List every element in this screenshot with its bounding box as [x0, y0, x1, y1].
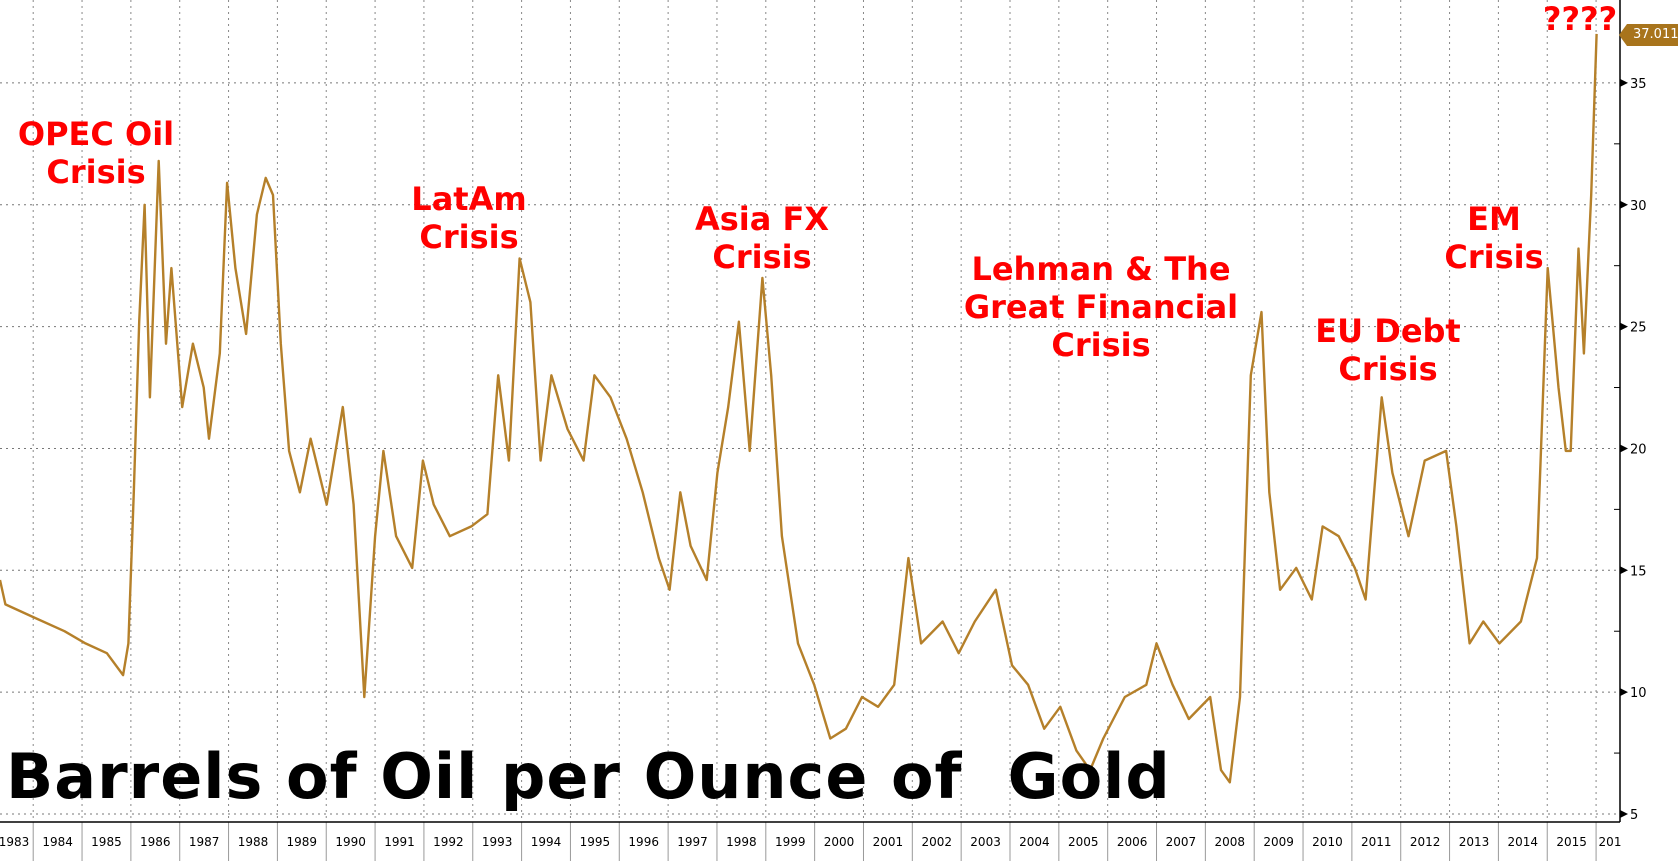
x-tick-label: 2002: [921, 835, 952, 849]
y-tick-label: 25: [1630, 321, 1647, 336]
x-tick-label: 1986: [140, 835, 171, 849]
annotation-line: Crisis: [46, 153, 146, 191]
annotation-line: Lehman & The: [971, 250, 1231, 288]
x-tick-label: 2015: [1556, 835, 1587, 849]
x-tick-label: 1992: [433, 835, 464, 849]
x-tick-label: 1990: [335, 835, 366, 849]
x-tick-label: 1998: [726, 835, 757, 849]
y-tick-marker: [1620, 78, 1628, 87]
x-tick-label: 2011: [1361, 835, 1392, 849]
x-tick-label: 1985: [91, 835, 122, 849]
x-tick-label: 201: [1599, 835, 1622, 849]
y-tick-marker: [1620, 200, 1628, 209]
annotation-line: Crisis: [712, 238, 812, 276]
annotation-line: ????: [1542, 0, 1618, 38]
annotation-label: OPEC Oil Crisis: [18, 115, 174, 191]
x-tick-label: 1995: [580, 835, 611, 849]
annotation-line: EM: [1467, 200, 1521, 238]
x-tick-label: 2000: [824, 835, 855, 849]
x-tick-label: 1983: [0, 835, 29, 849]
x-tick-label: 2007: [1166, 835, 1197, 849]
x-tick-label: 1988: [238, 835, 269, 849]
annotation-line: Asia FX: [694, 200, 830, 238]
annotation-label: Lehman & The Great Financial Crisis: [964, 250, 1238, 364]
x-tick-label: 1987: [189, 835, 220, 849]
x-tick-label: 2006: [1117, 835, 1148, 849]
x-tick-label: 2003: [970, 835, 1001, 849]
annotation-line: Crisis: [1444, 238, 1544, 276]
x-tick-label: 1984: [42, 835, 73, 849]
annotation-line: OPEC Oil: [17, 115, 175, 153]
x-tick-label: 1996: [628, 835, 659, 849]
series-line: [0, 33, 1598, 784]
x-tick-label: 1997: [677, 835, 708, 849]
x-tick-label: 2004: [1019, 835, 1050, 849]
y-tick-label: 20: [1630, 442, 1647, 457]
annotation-label: EM Crisis: [1444, 200, 1543, 276]
y-tick-label: 5: [1630, 808, 1638, 823]
y-tick-marker: [1620, 444, 1628, 453]
x-tick-label: 1994: [531, 835, 562, 849]
x-tick-label: 2013: [1459, 835, 1490, 849]
annotation-line: LatAm: [411, 180, 527, 218]
annotation-label: ????: [1543, 0, 1617, 38]
y-tick-label: 15: [1630, 564, 1647, 579]
y-tick-marker: [1620, 566, 1628, 575]
last-value-label: 37.0116: [1619, 24, 1678, 46]
annotation-label: LatAm Crisis: [411, 180, 526, 256]
annotation-line: Crisis: [1051, 326, 1151, 364]
annotation-label: EU Debt Crisis: [1315, 312, 1460, 388]
x-tick-label: 2009: [1263, 835, 1294, 849]
x-tick-label: 2005: [1068, 835, 1099, 849]
x-tick-label: 1989: [287, 835, 318, 849]
y-tick-marker: [1620, 688, 1628, 697]
x-tick-label: 1999: [775, 835, 806, 849]
x-tick-label: 2010: [1312, 835, 1343, 849]
x-tick-label: 2012: [1410, 835, 1441, 849]
x-tick-label: 1991: [384, 835, 415, 849]
x-tick-label: 2008: [1215, 835, 1246, 849]
x-tick-label: 2001: [873, 835, 904, 849]
annotation-line: EU Debt: [1315, 312, 1461, 350]
chart-title: Barrels of Oil per Ounce of Gold: [6, 740, 1171, 813]
y-tick-label: 35: [1630, 77, 1647, 92]
y-tick-label: 10: [1630, 686, 1647, 701]
annotation-label: Asia FX Crisis: [695, 200, 829, 276]
x-tick-label: 2014: [1508, 835, 1539, 849]
annotation-line: Great Financial: [963, 288, 1239, 326]
annotation-line: Crisis: [1338, 350, 1438, 388]
y-tick-marker: [1620, 810, 1628, 818]
y-tick-label: 30: [1630, 199, 1647, 214]
x-tick-label: 1993: [482, 835, 513, 849]
annotation-line: Crisis: [419, 218, 519, 256]
y-tick-marker: [1620, 322, 1628, 331]
